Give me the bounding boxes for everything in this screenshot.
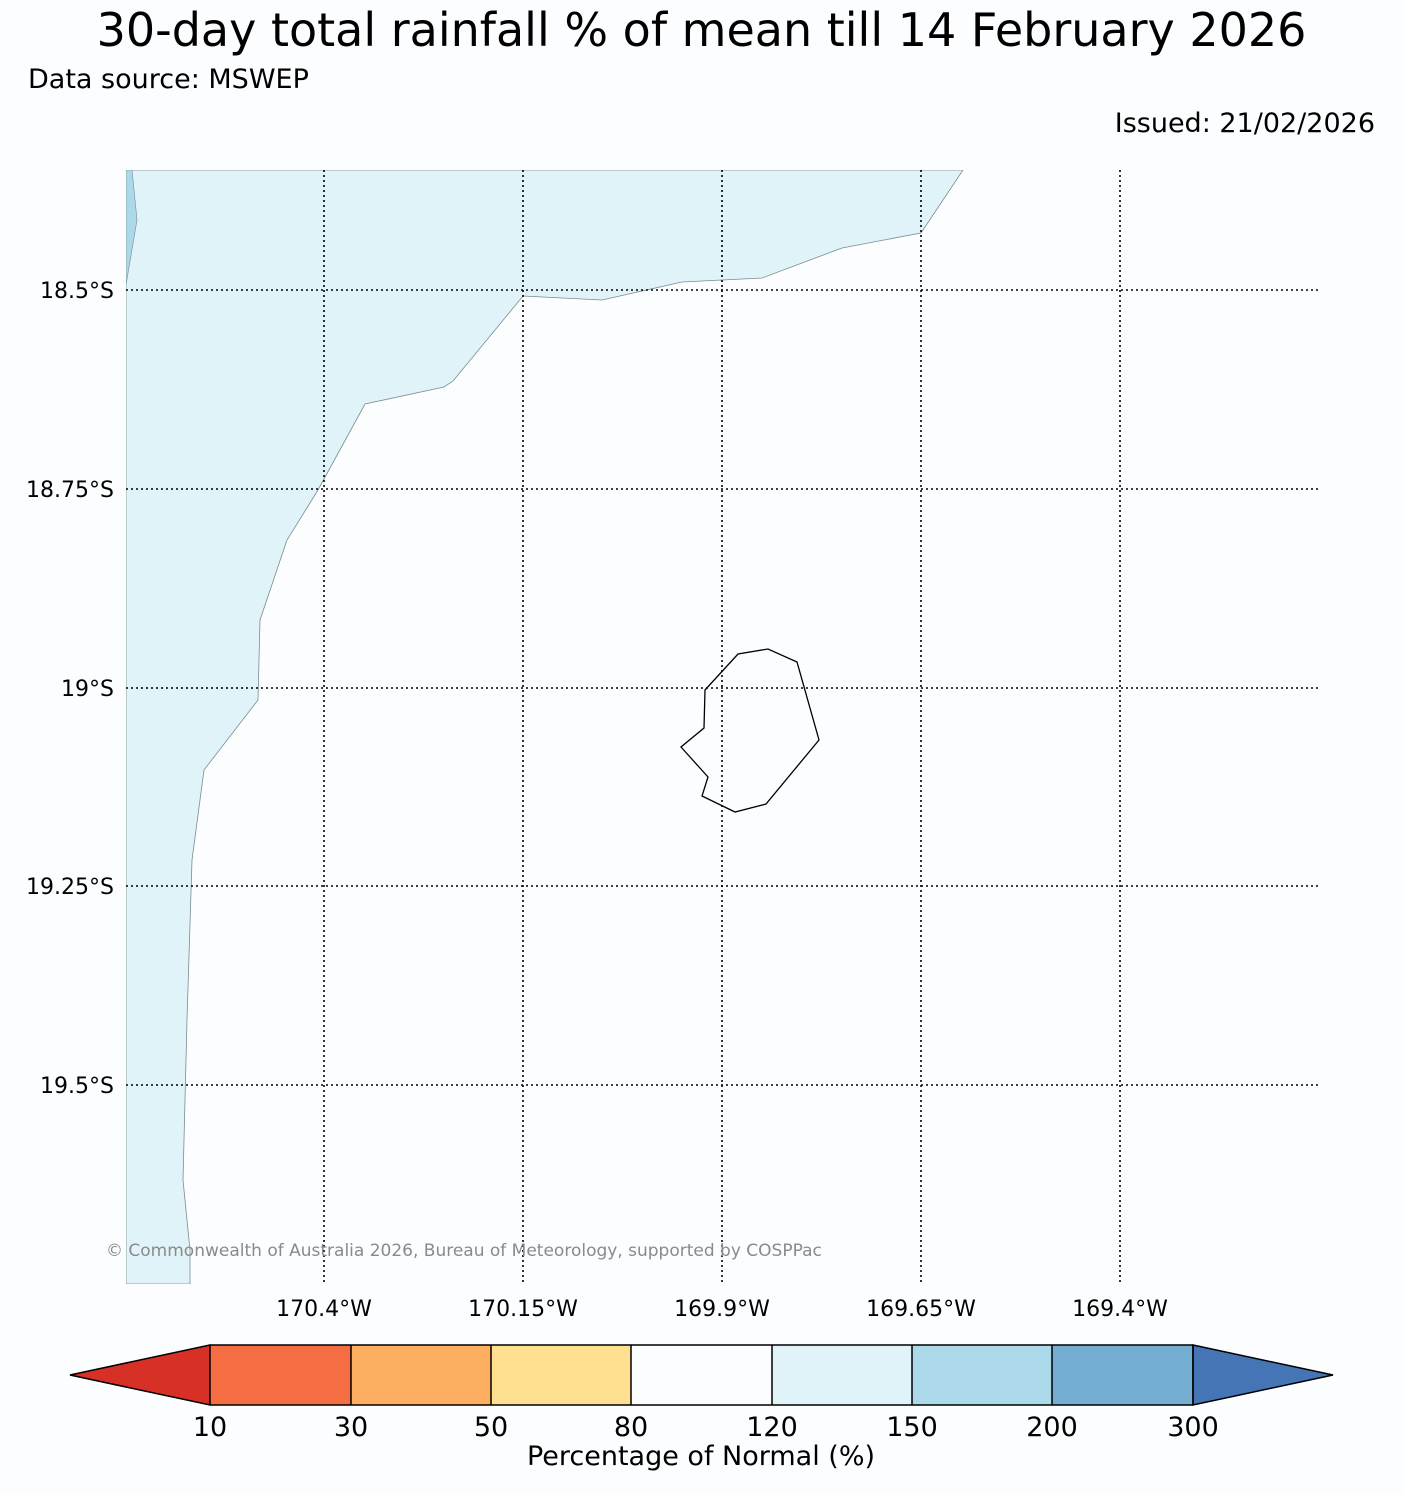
colorbar-tick-label: 30 <box>334 1412 368 1443</box>
colorbar-segment <box>772 1345 912 1405</box>
colorbar-title: Percentage of Normal (%) <box>527 1441 875 1472</box>
colorbar-segment <box>912 1345 1052 1405</box>
data-source: Data source: MSWEP <box>28 64 309 95</box>
map-panel <box>126 170 1320 1284</box>
rain-region-200-300 <box>126 170 138 286</box>
lat-label: 19.25°S <box>26 875 114 900</box>
colorbar-tick-label: 150 <box>886 1412 938 1443</box>
colorbar-tick-label: 300 <box>1167 1412 1219 1443</box>
colorbar-segment <box>210 1345 351 1405</box>
colorbar-arrow-high <box>1192 1344 1334 1406</box>
copyright-notice: © Commonwealth of Australia 2026, Bureau… <box>106 1241 822 1261</box>
colorbar-tick-label: 50 <box>474 1412 508 1443</box>
colorbar-tick-label: 120 <box>746 1412 798 1443</box>
lat-label: 19°S <box>61 677 114 702</box>
lat-label: 19.5°S <box>40 1074 114 1099</box>
colorbar-tick-label: 200 <box>1026 1412 1078 1443</box>
colorbar-segment <box>491 1345 631 1405</box>
lat-label: 18.5°S <box>40 279 114 304</box>
latitude-gridlines <box>126 289 1320 1086</box>
lon-label: 170.4°W <box>276 1297 372 1322</box>
colorbar-tick-label: 10 <box>193 1412 227 1443</box>
lon-label: 169.9°W <box>674 1297 770 1322</box>
lon-label: 169.4°W <box>1072 1297 1168 1322</box>
colorbar-segment <box>351 1345 491 1405</box>
lon-label: 169.65°W <box>866 1297 976 1322</box>
issued-date: Issued: 21/02/2026 <box>1114 108 1375 139</box>
lat-label: 18.75°S <box>26 478 114 503</box>
colorbar-arrow-low <box>69 1344 211 1406</box>
colorbar-tick-label: 80 <box>614 1412 648 1443</box>
lon-label: 170.15°W <box>468 1297 578 1322</box>
colorbar: 10 30 50 80 120 150 200 300 Percentage o… <box>69 1344 1334 1472</box>
map-title: 30-day total rainfall % of mean till 14 … <box>96 3 1307 57</box>
longitude-gridlines <box>323 170 1121 1284</box>
island-outline <box>680 648 820 813</box>
colorbar-segment <box>631 1345 772 1405</box>
colorbar-segment <box>1052 1345 1193 1405</box>
rain-region-150-200 <box>126 170 964 1284</box>
